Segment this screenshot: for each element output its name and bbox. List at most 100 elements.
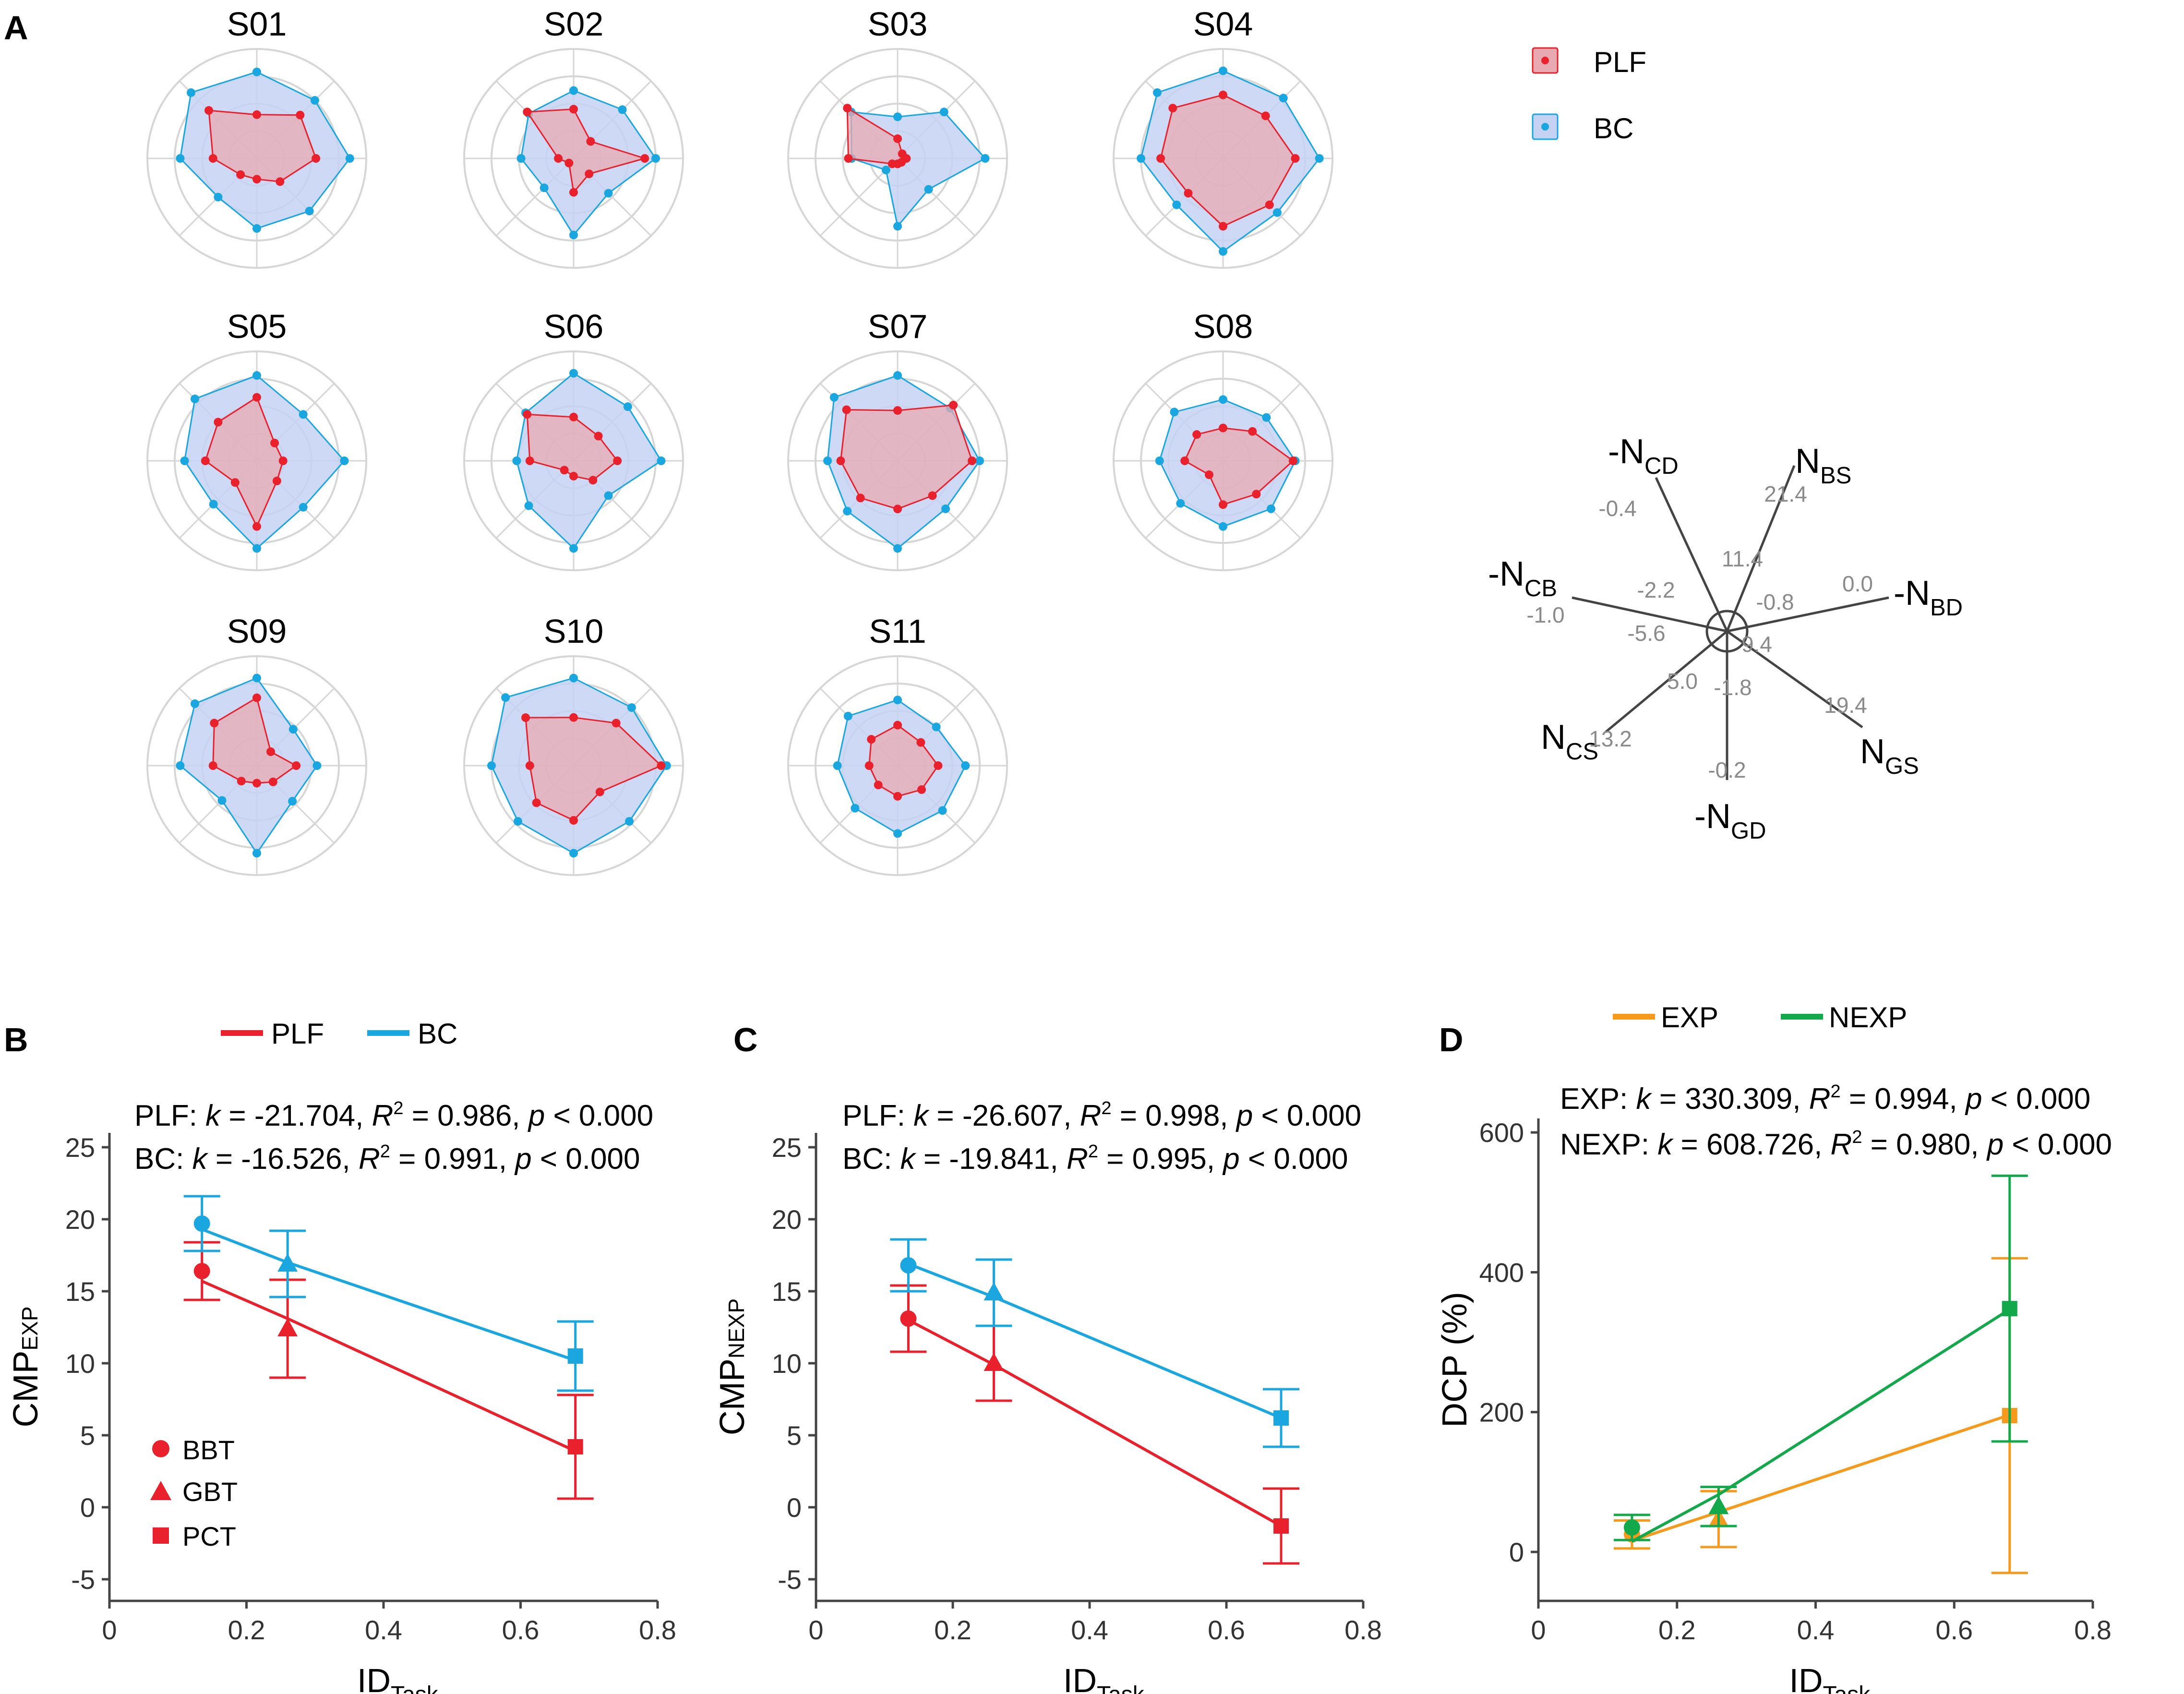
stats-r-power: 2 [393,1098,403,1118]
stats-r-symbol: R [1067,1142,1088,1176]
radar-point-bc [305,206,314,216]
y-tick-label: 0 [80,1492,95,1523]
stats-k-symbol: k [1636,1082,1653,1116]
radar-point-plf [640,154,649,163]
radar-point-bc [252,673,261,683]
radar-point-bc [1272,208,1282,217]
radar-point-plf [893,721,902,730]
radar-point-plf [1156,154,1165,163]
radar-point-plf [893,505,902,514]
stats-line: EXP: k = 330.309, R2 = 0.994, p < 0.000 [1560,1081,2090,1116]
radar-point-plf [523,410,532,419]
stats-p-value: < 0.000 [1253,1099,1361,1132]
stats-r-power: 2 [1852,1127,1862,1147]
radar-title: S06 [544,308,604,345]
radar-point-bc [823,457,832,465]
y-tick-label: 400 [1479,1257,1524,1287]
stats-label: BC: [134,1142,192,1176]
point-square [2002,1301,2017,1317]
key-axis-label-sub: GS [1885,753,1919,779]
radar-point-plf [842,405,851,414]
stats-r-value: = 0.995, [1098,1142,1223,1176]
radar-point-bc [214,192,223,202]
radar-point-bc [1219,522,1227,531]
y-tick-label: 200 [1479,1397,1524,1428]
radar-point-plf [276,177,285,186]
radar-point-plf [595,787,604,796]
radar-point-bc [833,761,842,770]
stats-p-symbol: p [1236,1099,1253,1132]
panel-label-c: C [733,1021,758,1058]
radar-point-plf [612,719,621,728]
stats-r-power: 2 [380,1141,390,1162]
radar-point-plf [569,713,578,722]
radar-point-bc [881,166,890,175]
y-axis-title-base: DCP (%) [1436,1292,1474,1428]
key-axis-label-base: -N [1608,433,1644,471]
point-triangle [984,1353,1004,1371]
x-axis-title-sub: Task [391,1682,439,1694]
radar-point-bc [501,693,510,702]
x-tick-label: 0.6 [1935,1615,1973,1645]
radar-point-plf [917,785,926,794]
stats-line: PLF: k = -21.704, R2 = 0.986, p < 0.000 [134,1098,653,1132]
stats-p-symbol: p [528,1099,545,1132]
radar-point-bc [932,722,941,732]
radar-s09: S09 [146,613,367,876]
stats-k-value: = -26.607, [928,1099,1080,1132]
radar-point-plf [1288,457,1297,465]
stats-r-value: = 0.991, [390,1142,515,1176]
x-tick-label: 0.2 [934,1615,972,1645]
key-axis-label-sub: BD [1930,595,1963,621]
radar-point-plf [888,159,897,168]
point-circle [1623,1519,1640,1536]
panel-label-d: D [1439,1021,1464,1058]
x-tick-label: 0.6 [502,1615,540,1645]
stats-line: BC: k = -19.841, R2 = 0.995, p < 0.000 [842,1141,1348,1176]
radar-point-plf [867,735,876,744]
fit-line [908,1262,1282,1419]
legend-label-nexp: NEXP [1829,1001,1907,1033]
point-triangle [1708,1496,1729,1514]
y-axis-title: DCP (%) [1436,1292,1474,1428]
stats-r-value: = 0.998, [1111,1099,1236,1132]
radar-point-plf [836,457,845,465]
y-tick-label: 5 [787,1420,802,1451]
radar-point-plf [569,188,578,197]
stats-r-value: = 0.994, [1841,1082,1966,1116]
point-triangle [277,1253,298,1272]
radar-point-bc [288,797,297,806]
point-circle [193,1215,210,1232]
point-square [1273,1518,1289,1534]
legend-dot-bc [1541,123,1549,131]
radar-point-bc [1152,88,1162,97]
radar-point-plf [586,137,595,146]
radar-point-plf [1184,189,1193,198]
x-axis-title-sub: Task [1097,1682,1145,1694]
radar-point-plf [585,169,594,179]
radar-point-plf [1204,470,1213,480]
stats-label: BC: [842,1142,900,1176]
y-axis-title-sub: NEXP [724,1298,749,1358]
radar-point-bc [217,796,227,805]
stats-r-power: 2 [1101,1098,1111,1118]
x-axis-title-base: ID [1789,1662,1823,1694]
x-tick-label: 0.4 [365,1615,402,1645]
stats-r-power: 2 [1088,1141,1098,1162]
y-tick-label: 15 [772,1276,802,1307]
y-tick-label: 0 [1509,1537,1524,1567]
key-axis-label: -NBD [1894,574,1963,621]
point-circle [193,1263,210,1279]
radar-point-bc [893,112,902,121]
legend-dot-plf [1541,57,1549,64]
radar-s04: S04 [1113,5,1333,269]
x-tick-label: 0.2 [1658,1615,1696,1645]
radar-s10: S10 [463,613,684,876]
radar-point-plf [856,493,865,503]
radar-point-plf [1291,154,1300,163]
radar-point-bc [604,491,613,500]
radar-point-plf [1219,423,1227,433]
radar-point-plf [874,781,883,790]
radar-point-plf [893,406,902,415]
radar-point-bc [1137,154,1145,163]
